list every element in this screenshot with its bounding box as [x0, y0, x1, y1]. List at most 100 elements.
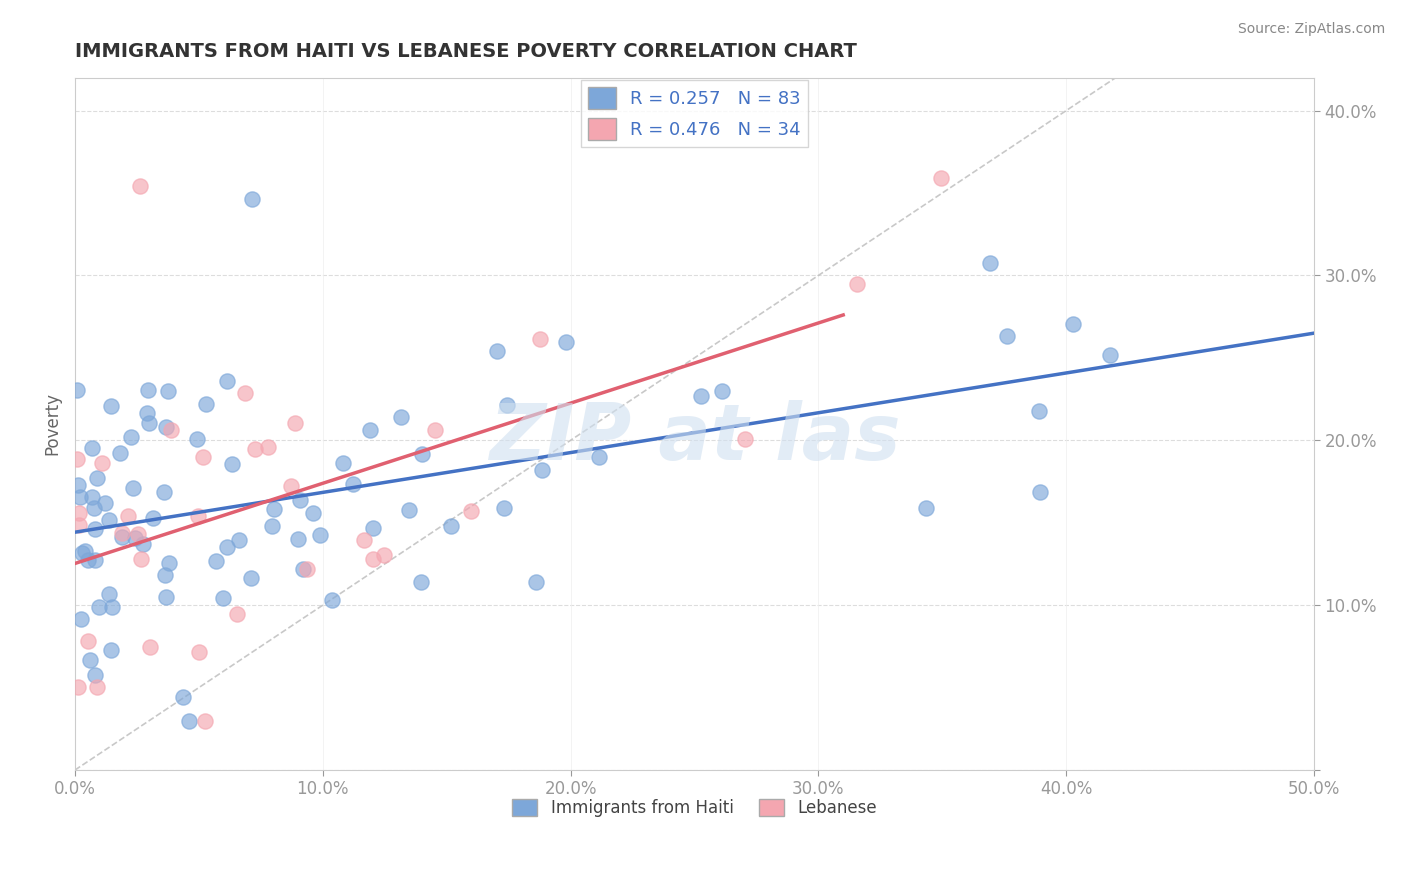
- Point: [138, 640, 160, 654]
- Point: [845, 277, 868, 291]
- Point: [342, 476, 364, 491]
- Point: [215, 374, 238, 388]
- Point: [1028, 404, 1050, 418]
- Point: [260, 519, 283, 533]
- Point: [226, 607, 249, 621]
- Point: [929, 170, 952, 185]
- Point: [486, 343, 509, 358]
- Point: [389, 410, 412, 425]
- Point: [529, 332, 551, 346]
- Point: [155, 590, 177, 604]
- Text: ZIP at las: ZIP at las: [489, 400, 900, 475]
- Point: [995, 329, 1018, 343]
- Point: [100, 643, 122, 657]
- Point: [156, 384, 179, 398]
- Point: [496, 398, 519, 412]
- Point: [212, 591, 235, 606]
- Point: [288, 493, 311, 508]
- Point: [101, 600, 124, 615]
- Point: [172, 690, 194, 704]
- Text: IMMIGRANTS FROM HAITI VS LEBANESE POVERTY CORRELATION CHART: IMMIGRANTS FROM HAITI VS LEBANESE POVERT…: [75, 42, 856, 61]
- Point: [70, 612, 93, 626]
- Point: [83, 500, 105, 515]
- Point: [194, 714, 217, 728]
- Point: [295, 562, 318, 576]
- Point: [363, 521, 385, 535]
- Point: [153, 485, 176, 500]
- Point: [80, 442, 103, 456]
- Point: [98, 513, 121, 527]
- Point: [186, 433, 208, 447]
- Point: [292, 562, 315, 576]
- Point: [79, 653, 101, 667]
- Point: [1029, 484, 1052, 499]
- Point: [155, 420, 177, 434]
- Text: Source: ZipAtlas.com: Source: ZipAtlas.com: [1237, 22, 1385, 37]
- Point: [100, 399, 122, 413]
- Point: [191, 450, 214, 465]
- Point: [127, 527, 149, 541]
- Point: [155, 568, 177, 582]
- Point: [159, 424, 181, 438]
- Point: [83, 553, 105, 567]
- Point: [711, 384, 734, 398]
- Point: [588, 450, 610, 464]
- Point: [979, 256, 1001, 270]
- Point: [111, 525, 134, 540]
- Point: [440, 519, 463, 533]
- Point: [86, 471, 108, 485]
- Point: [194, 396, 217, 410]
- Point: [524, 575, 547, 590]
- Point: [332, 457, 354, 471]
- Point: [67, 506, 90, 520]
- Point: [98, 586, 121, 600]
- Point: [87, 599, 110, 614]
- Point: [240, 192, 263, 206]
- Point: [308, 528, 330, 542]
- Point: [110, 446, 132, 460]
- Point: [80, 490, 103, 504]
- Point: [302, 506, 325, 520]
- Point: [69, 490, 91, 504]
- Point: [187, 645, 209, 659]
- Point: [423, 423, 446, 437]
- Point: [132, 537, 155, 551]
- Point: [91, 456, 114, 470]
- Legend: Immigrants from Haiti, Lebanese: Immigrants from Haiti, Lebanese: [506, 792, 883, 824]
- Point: [321, 593, 343, 607]
- Point: [84, 668, 107, 682]
- Point: [117, 508, 139, 523]
- Point: [284, 416, 307, 430]
- Point: [287, 532, 309, 546]
- Point: [67, 477, 90, 491]
- Point: [217, 540, 239, 554]
- Point: [67, 518, 90, 533]
- Point: [1062, 317, 1084, 331]
- Point: [66, 383, 89, 397]
- Point: [373, 548, 395, 562]
- Point: [204, 554, 226, 568]
- Point: [66, 452, 89, 467]
- Point: [280, 478, 302, 492]
- Point: [75, 544, 97, 558]
- Point: [135, 405, 157, 419]
- Point: [256, 440, 278, 454]
- Point: [157, 557, 180, 571]
- Point: [233, 386, 256, 401]
- Point: [353, 533, 375, 547]
- Point: [411, 575, 433, 590]
- Point: [120, 430, 142, 444]
- Point: [110, 530, 132, 544]
- Point: [84, 522, 107, 536]
- Point: [129, 552, 152, 566]
- Point: [187, 509, 209, 524]
- Point: [77, 553, 100, 567]
- Point: [554, 334, 576, 349]
- Point: [240, 571, 263, 585]
- Point: [121, 481, 143, 495]
- Point: [460, 504, 482, 518]
- Point: [411, 447, 433, 461]
- Point: [142, 511, 165, 525]
- Point: [734, 433, 756, 447]
- Point: [492, 501, 515, 516]
